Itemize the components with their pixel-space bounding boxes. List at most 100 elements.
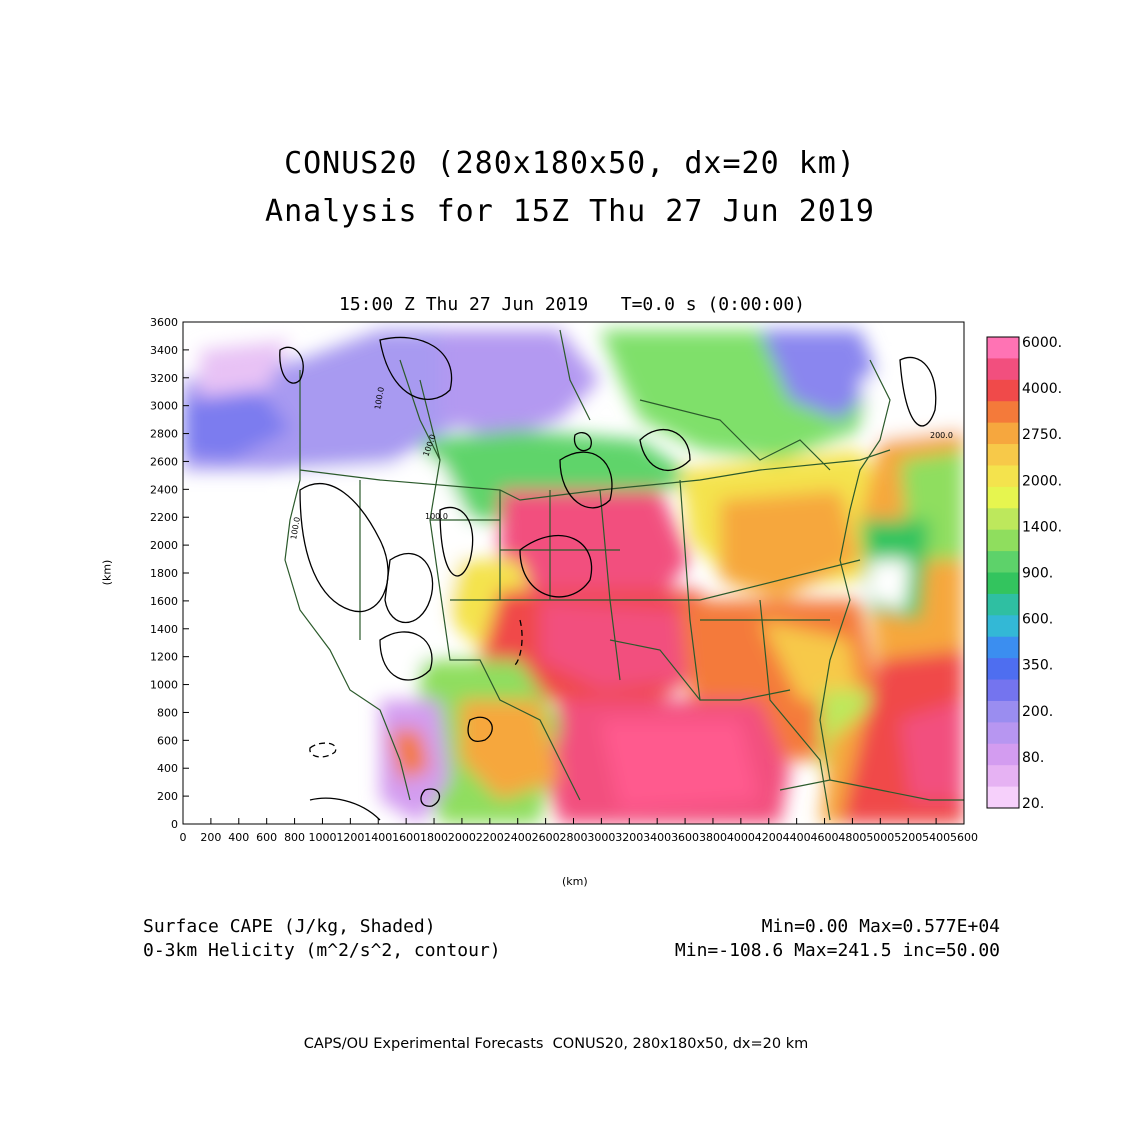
x-tick-label: 600 (256, 831, 277, 844)
contour-label: 100.0 (425, 512, 448, 521)
colorbar-swatch (987, 786, 1019, 809)
colorbar-label: 2750. (1022, 427, 1062, 443)
colorbar-frame (986, 336, 1020, 809)
y-tick-label: 400 (157, 762, 178, 775)
colorbar-label: 600. (1022, 612, 1053, 628)
colorbar-swatch (987, 337, 1019, 359)
valid-time: 15:00 Z Thu 27 Jun 2019 T=0.0 s (0:00:00… (339, 294, 805, 315)
y-tick-label: 2000 (150, 539, 178, 552)
y-tick-label: 1800 (150, 567, 178, 580)
colorbar-swatch (987, 658, 1019, 681)
x-tick-label: 5600 (950, 831, 978, 844)
x-tick-label: 4800 (838, 831, 866, 844)
x-tick-label: 5200 (894, 831, 922, 844)
contour-labels: 100.0 100.0 100.0 100.0 200.0 (289, 386, 953, 540)
field2-stats: Min=-108.6 Max=241.5 inc=50.00 (674, 940, 1000, 961)
y-tick-label: 2800 (150, 428, 178, 441)
colorbar-swatch (987, 593, 1019, 616)
colorbar-label: 2000. (1022, 473, 1062, 489)
x-tick-label: 5400 (922, 831, 950, 844)
y-tick-label: 3600 (150, 316, 178, 329)
x-tick-label: 3800 (699, 831, 727, 844)
x-tick-label: 1600 (392, 831, 420, 844)
field1-stats: Min=0.00 Max=0.577E+04 (761, 916, 1000, 937)
x-tick-label: 3000 (587, 831, 615, 844)
colorbar-label: 6000. (1022, 335, 1062, 351)
x-tick-label: 2600 (532, 831, 560, 844)
colorbar-swatch (987, 444, 1019, 466)
credit-line: CAPS/OU Experimental Forecasts CONUS20, … (303, 1036, 809, 1052)
x-tick-label: 3400 (643, 831, 671, 844)
x-tick-label: 2800 (560, 831, 588, 844)
colorbar-swatch (987, 679, 1019, 702)
x-tick-label: 1400 (364, 831, 392, 844)
y-axis-unit: (km) (100, 559, 114, 586)
x-axis-unit: (km) (562, 875, 588, 888)
x-tick-label: 4400 (783, 831, 811, 844)
x-tick-label: 200 (200, 831, 221, 844)
x-tick-label: 4600 (811, 831, 839, 844)
x-tick-label: 3200 (615, 831, 643, 844)
x-tick-label: 800 (284, 831, 305, 844)
colorbar-swatch (987, 508, 1019, 531)
contour-label: 100.0 (373, 386, 386, 410)
helicity-contours (279, 336, 937, 821)
colorbar-swatch (987, 401, 1019, 424)
colorbar-swatch (987, 743, 1019, 766)
colorbar-swatch (987, 572, 1019, 595)
colorbar-swatch (987, 765, 1019, 788)
y-tick-label: 600 (157, 734, 178, 747)
colorbar-label: 900. (1022, 566, 1053, 582)
contour-label: 100.0 (289, 516, 302, 540)
colorbar-swatch (987, 551, 1019, 573)
y-tick-label: 0 (171, 818, 178, 831)
x-tick-label: 3600 (671, 831, 699, 844)
x-tick-label: 1800 (420, 831, 448, 844)
y-tick-label: 1400 (150, 623, 178, 636)
field1-label: Surface CAPE (J/kg, Shaded) (143, 916, 436, 937)
x-axis-ticks: 0 200 400 600 800 1000 1200 1400 1600 1800 2000 220… (180, 818, 978, 844)
colorbar-swatch (987, 636, 1019, 659)
cape-shading (183, 322, 964, 824)
colorbar-label: 1400. (1022, 519, 1062, 535)
map-outlines (284, 329, 964, 821)
colorbar-swatch (987, 422, 1019, 445)
colorbar: 6000. 4000. 2750. 2000. 1400. 900. 600. 350. 200… (986, 335, 1062, 812)
y-tick-label: 3400 (150, 344, 178, 357)
colorbar-label: 20. (1022, 796, 1044, 812)
colorbar-swatch (987, 700, 1019, 723)
x-tick-label: 2200 (476, 831, 504, 844)
y-tick-label: 3200 (150, 372, 178, 385)
y-tick-label: 200 (157, 790, 178, 803)
colorbar-label: 200. (1022, 704, 1053, 720)
colorbar-swatch (987, 486, 1019, 509)
x-tick-label: 4200 (755, 831, 783, 844)
colorbar-label: 4000. (1022, 381, 1062, 397)
x-tick-label: 4000 (727, 831, 755, 844)
colorbar-swatch (987, 615, 1019, 638)
y-tick-label: 3000 (150, 400, 178, 413)
y-tick-label: 800 (157, 706, 178, 719)
title-line-2: Analysis for 15Z Thu 27 Jun 2019 (265, 194, 875, 229)
y-axis-ticks: 0 200 400 600 800 1000 1200 1400 1600 1800 2000 220… (150, 316, 189, 831)
x-tick-label: 1200 (336, 831, 364, 844)
contour-label: 200.0 (930, 431, 953, 440)
x-tick-label: 1000 (308, 831, 336, 844)
y-tick-label: 1200 (150, 651, 178, 664)
y-tick-label: 2600 (150, 455, 178, 468)
colorbar-swatch (987, 465, 1019, 488)
colorbar-label: 350. (1022, 658, 1053, 674)
colorbar-swatch (987, 529, 1019, 552)
x-tick-label: 2400 (504, 831, 532, 844)
y-tick-label: 1000 (150, 679, 178, 692)
colorbar-swatch (987, 379, 1019, 402)
x-tick-label: 0 (180, 831, 187, 844)
colorbar-label: 80. (1022, 750, 1044, 766)
x-tick-label: 5000 (866, 831, 894, 844)
y-tick-label: 1600 (150, 595, 178, 608)
y-tick-label: 2200 (150, 511, 178, 524)
y-tick-label: 2400 (150, 483, 178, 496)
title-line-1: CONUS20 (280x180x50, dx=20 km) (284, 146, 856, 181)
x-tick-label: 400 (228, 831, 249, 844)
